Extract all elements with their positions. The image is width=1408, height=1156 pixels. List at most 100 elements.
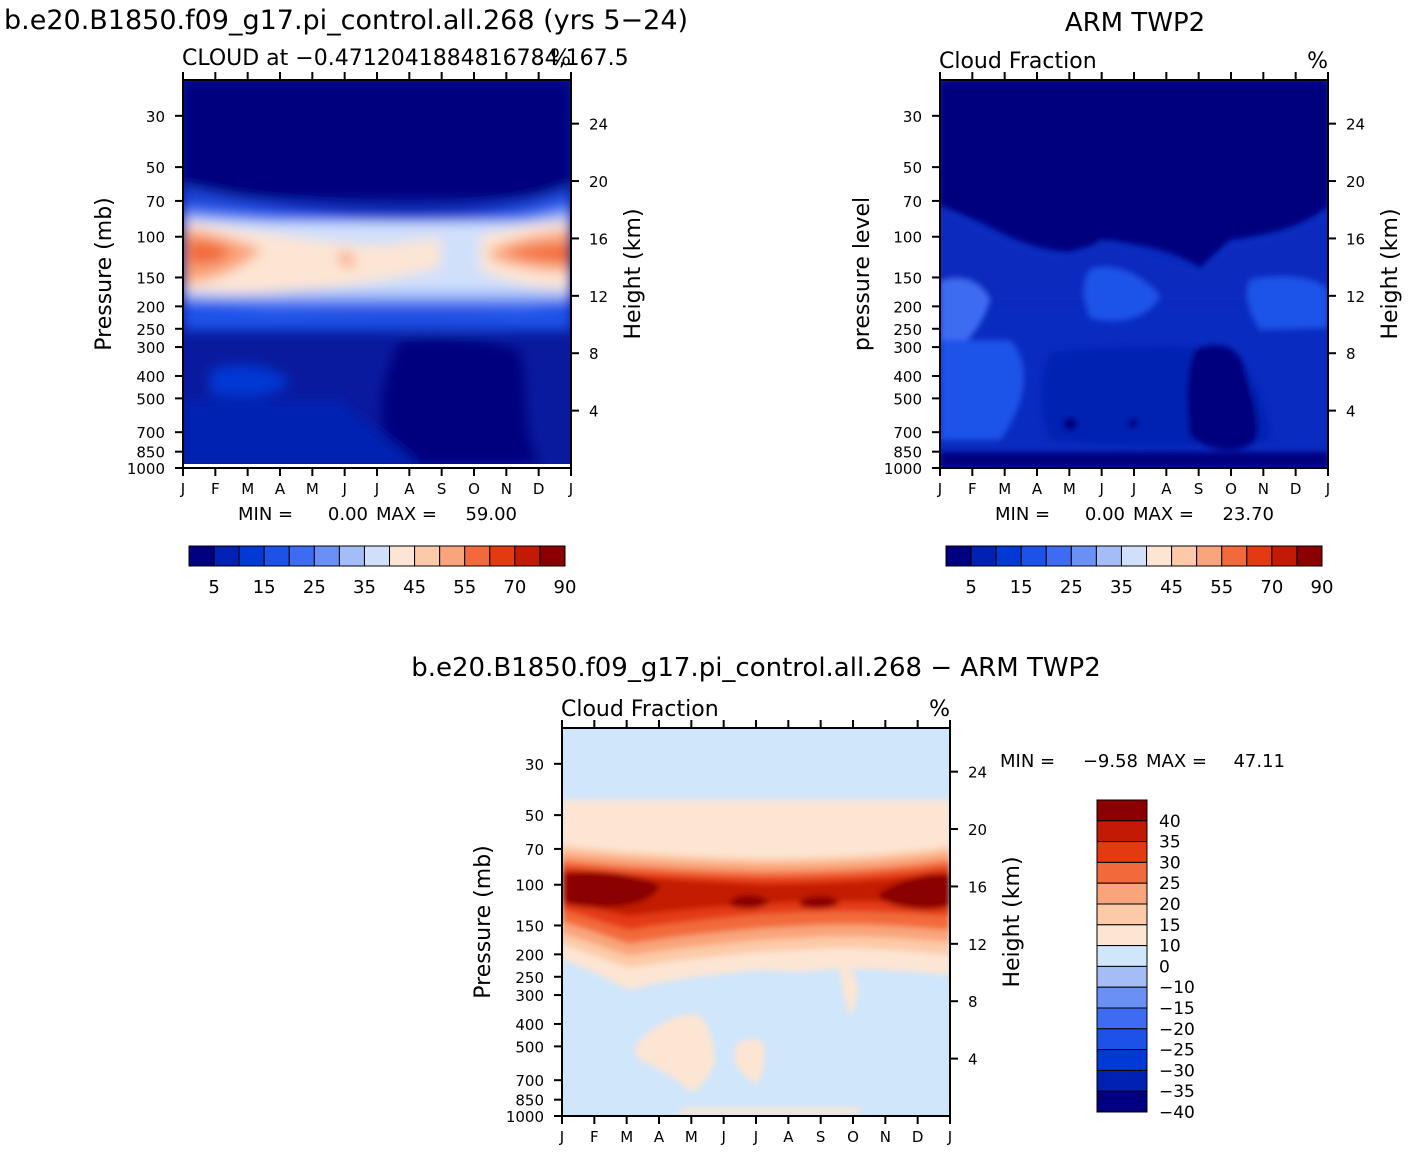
colorbar-swatch: [263, 545, 290, 567]
colorbar-swatch: [1246, 545, 1273, 567]
month-tick-label: J: [753, 1128, 758, 1146]
panel3-max-label: MAX =: [1146, 751, 1207, 772]
month-tick-label: J: [1131, 480, 1136, 498]
height-tick-label: 20: [1346, 173, 1365, 191]
pressure-tick-label: 700: [136, 424, 165, 442]
colorbar-label: −35: [1159, 1082, 1195, 1102]
pressure-tick-label: 100: [515, 877, 544, 895]
month-tick-label: M: [685, 1128, 698, 1146]
colorbar-swatch: [1296, 545, 1323, 567]
height-tick-label: 8: [589, 345, 599, 363]
panel2-subtitle: Cloud Fraction: [939, 49, 1097, 74]
colorbar-swatch: [238, 545, 265, 567]
month-tick-label: J: [947, 1128, 952, 1146]
colorbar-swatch: [995, 545, 1022, 567]
month-tick-label: J: [937, 480, 942, 498]
pressure-tick-label: 70: [146, 193, 165, 211]
pressure-tick-label: 300: [515, 987, 544, 1005]
height-tick-label: 20: [968, 821, 987, 839]
colorbar-swatch: [1096, 924, 1148, 947]
height-tick-label: 16: [1346, 230, 1365, 248]
height-tick-label: 8: [1346, 345, 1356, 363]
month-tick-label: S: [437, 480, 447, 498]
panel3-subtitle: Cloud Fraction: [561, 697, 719, 722]
colorbar-swatch: [213, 545, 240, 567]
colorbar-label: 25: [1159, 874, 1181, 894]
colorbar-swatch: [1146, 545, 1173, 567]
colorbar-swatch: [439, 545, 466, 567]
panel3-min-label: MIN =: [1000, 751, 1055, 772]
month-tick-label: A: [783, 1128, 794, 1146]
colorbar-label: 70: [1260, 577, 1283, 598]
month-tick-label: J: [559, 1128, 564, 1146]
month-tick-label: O: [1225, 480, 1237, 498]
colorbar-swatch: [1096, 861, 1148, 884]
colorbar-label: 0: [1159, 957, 1170, 977]
panel2-max-label: MAX =: [1133, 504, 1194, 525]
colorbar-swatch: [1196, 545, 1223, 567]
difference-field: [562, 728, 950, 1116]
colorbar-label: −15: [1159, 999, 1195, 1019]
colorbar-swatch: [288, 545, 315, 567]
panel1-subtitle: CLOUD at −0.4712041884816784,167.5: [182, 46, 629, 71]
colorbar-swatch: [1096, 841, 1148, 863]
colorbar-label: 90: [1311, 577, 1334, 598]
pressure-tick-label: 200: [893, 298, 922, 316]
month-tick-label: D: [533, 480, 545, 498]
pressure-tick-label: 400: [893, 368, 922, 386]
pressure-tick-label: 300: [893, 339, 922, 357]
panel3-max-value: 47.11: [1233, 751, 1285, 772]
colorbar-swatch: [1096, 1069, 1148, 1092]
month-tick-label: A: [1161, 480, 1172, 498]
colorbar-swatch: [1096, 820, 1148, 843]
colorbar-swatch: [464, 545, 491, 567]
panel1-ylabel-right: Height (km): [621, 208, 646, 339]
height-tick-label: 8: [968, 993, 978, 1011]
height-tick-label: 4: [968, 1051, 978, 1069]
height-tick-label: 20: [589, 173, 608, 191]
month-tick-label: A: [275, 480, 286, 498]
colorbar-swatch: [414, 545, 441, 567]
colorbar-label: 30: [1159, 853, 1181, 873]
month-tick-label: F: [590, 1128, 599, 1146]
pressure-tick-label: 400: [515, 1016, 544, 1034]
height-tick-label: 16: [589, 230, 608, 248]
panel2-ylabel-right: Height (km): [1378, 208, 1403, 339]
pressure-tick-label: 500: [515, 1038, 544, 1056]
colorbar-swatch: [188, 545, 215, 567]
pressure-tick-label: 200: [136, 298, 165, 316]
panel1-max-value: 59.00: [465, 504, 517, 525]
month-tick-label: F: [968, 480, 977, 498]
month-tick-label: J: [568, 480, 573, 498]
top-left-title: b.e20.B1850.f09_g17.pi_control.all.268 (…: [4, 5, 688, 36]
model-cloud-field: [183, 80, 571, 468]
colorbar-swatch: [489, 545, 516, 567]
month-tick-label: J: [1325, 480, 1330, 498]
panel1-min-value: 0.00: [328, 504, 368, 525]
month-tick-label: M: [241, 480, 254, 498]
colorbar-swatch: [945, 545, 972, 567]
month-tick-label: A: [404, 480, 415, 498]
pressure-tick-label: 200: [515, 946, 544, 964]
panel2-max-value: 23.70: [1222, 504, 1274, 525]
month-tick-label: O: [847, 1128, 859, 1146]
pressure-tick-label: 250: [136, 321, 165, 339]
panel2-min-label: MIN =: [995, 504, 1050, 525]
colorbar-label: −20: [1159, 1020, 1195, 1040]
panel2-ylabel: pressure level: [850, 197, 875, 351]
colorbar-swatch: [970, 545, 997, 567]
pressure-tick-label: 850: [515, 1092, 544, 1110]
colorbar-label: −30: [1159, 1061, 1195, 1081]
colorbar-label: −40: [1159, 1103, 1195, 1123]
pressure-tick-label: 850: [136, 444, 165, 462]
month-tick-label: S: [816, 1128, 826, 1146]
pressure-tick-label: 700: [893, 424, 922, 442]
colorbar-swatch: [1096, 1028, 1148, 1051]
colorbar-swatch: [1221, 545, 1248, 567]
month-tick-label: J: [1098, 480, 1103, 498]
colorbar-label: 90: [554, 577, 577, 598]
colorbar-label: 55: [1210, 577, 1233, 598]
